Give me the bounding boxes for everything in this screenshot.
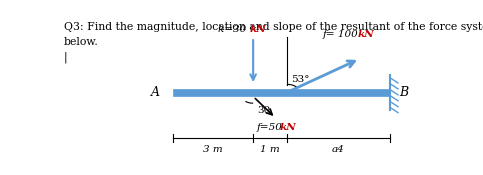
Text: 30: 30 [257,106,271,115]
Text: B: B [399,86,408,99]
Text: f= 100: f= 100 [323,30,361,38]
Text: 3 m: 3 m [203,145,223,154]
Text: k=30: k=30 [217,26,249,34]
Text: A: A [151,86,159,99]
Text: 53°: 53° [291,75,309,84]
Text: kN: kN [249,26,266,34]
Text: kN: kN [357,30,374,38]
Text: a4: a4 [332,145,345,154]
Bar [173,89,390,96]
Text: |: | [64,52,68,64]
Text: below.: below. [64,37,99,47]
Text: kN: kN [280,123,297,132]
Text: Q3: Find the magnitude, location and slope of the resultant of the force system : Q3: Find the magnitude, location and slo… [64,22,483,32]
Text: f=50: f=50 [257,123,286,132]
Text: 1 m: 1 m [260,145,280,154]
